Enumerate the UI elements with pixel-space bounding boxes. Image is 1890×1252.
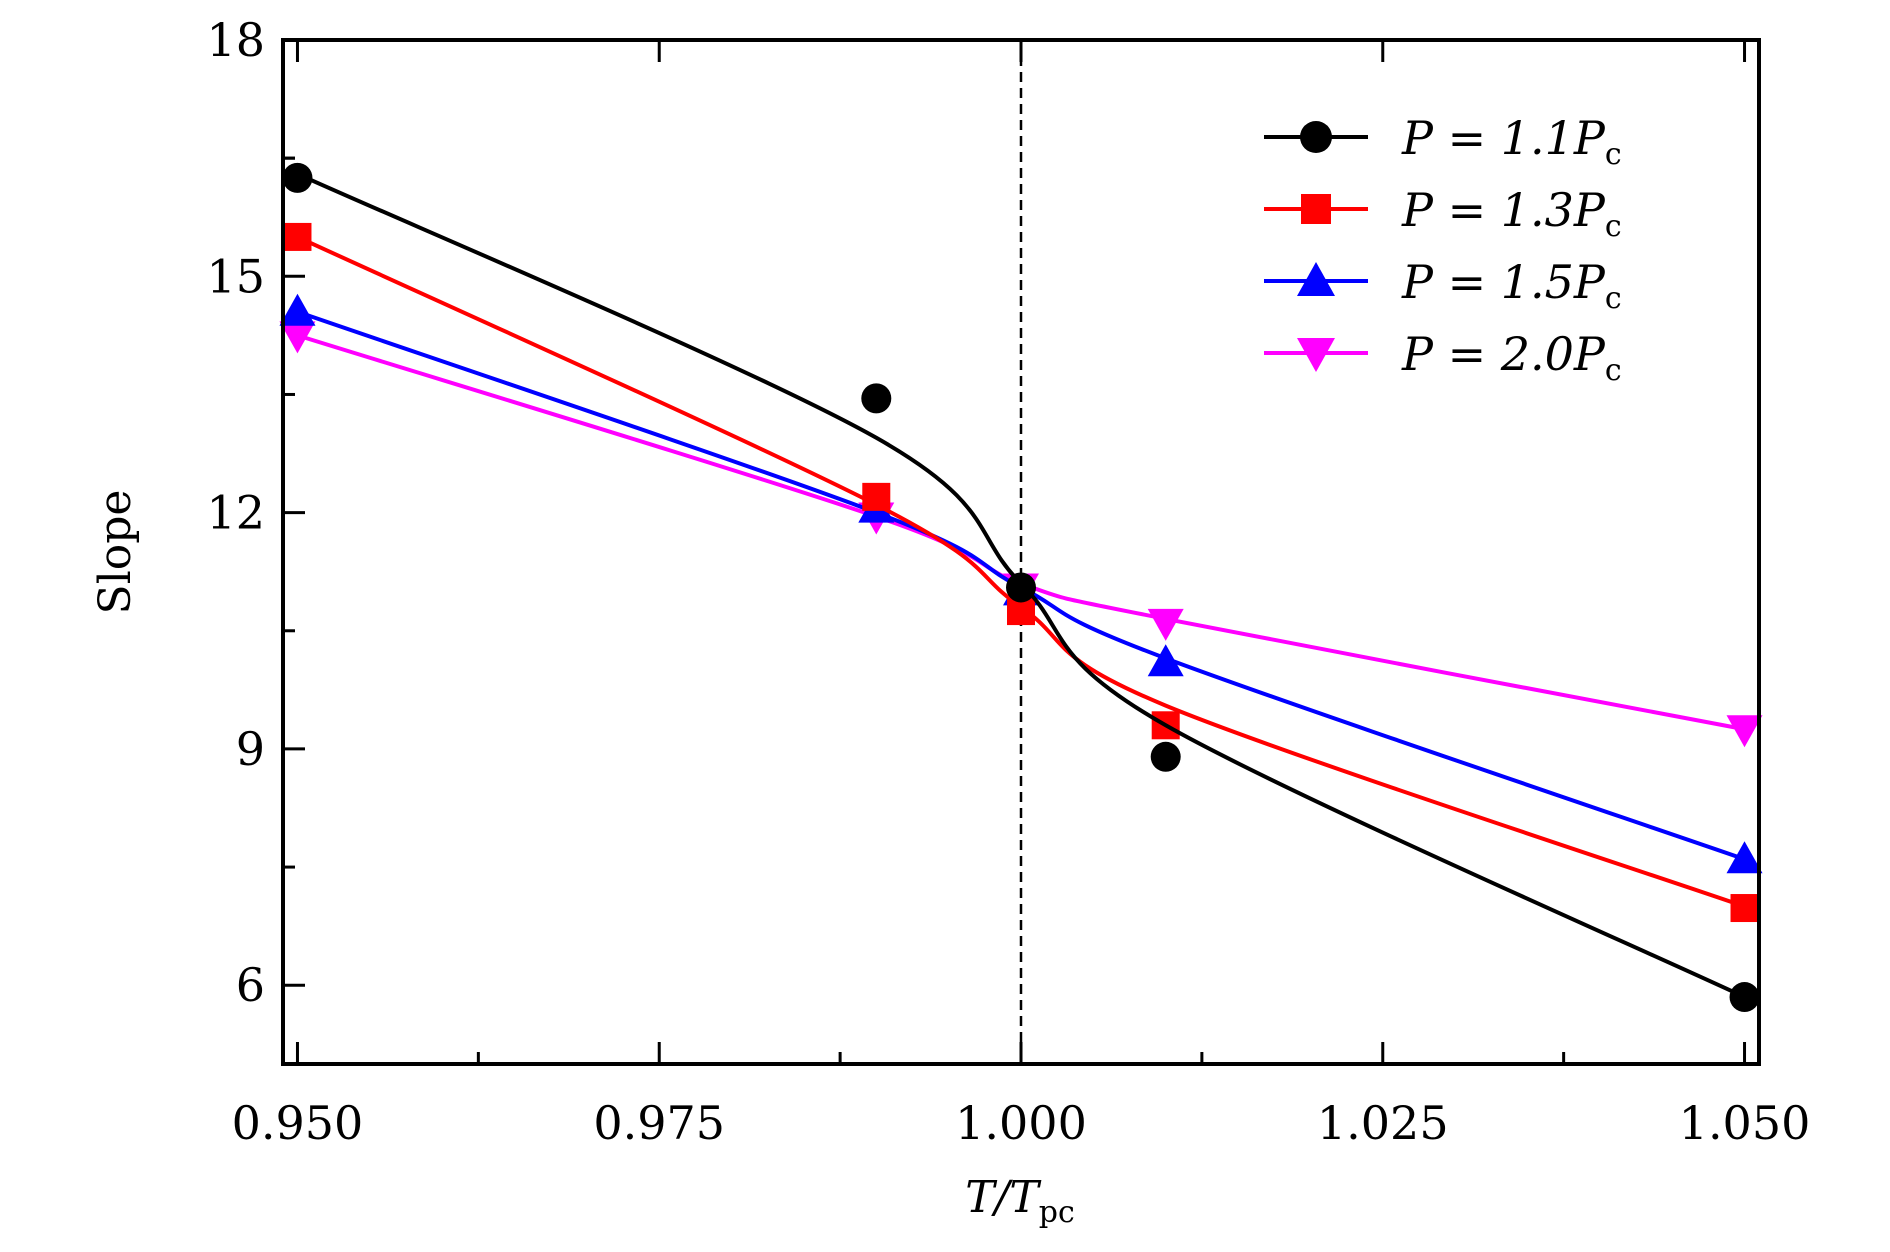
legend-label-sub: c (1605, 137, 1622, 172)
legend-label-main: P = 1.1P (1401, 111, 1606, 165)
x-tick-label: 0.950 (232, 1096, 364, 1150)
marker-circle (1150, 741, 1181, 772)
x-axis-label-sub: pc (1039, 1195, 1075, 1230)
marker-triangle-down (1297, 338, 1335, 372)
legend-label-sub: c (1605, 353, 1622, 388)
legend-label-main: P = 2.0P (1401, 327, 1606, 381)
marker-triangle-down (1726, 715, 1763, 748)
legend-item: P = 1.1Pc (1264, 111, 1622, 172)
y-tick-label: 12 (206, 486, 265, 540)
y-axis-label: Slope (90, 490, 141, 615)
y-tick-label: 15 (206, 249, 265, 303)
legend-label-main: P = 1.3P (1401, 183, 1606, 237)
x-tick-label: 1.025 (1317, 1096, 1449, 1150)
legend-item: P = 1.3Pc (1264, 183, 1622, 244)
marker-square (1301, 194, 1331, 224)
x-tick-label: 1.050 (1679, 1096, 1811, 1150)
plot-frame (281, 38, 1761, 1066)
x-axis-label-main: T/T (965, 1172, 1042, 1223)
y-tick-label: 18 (206, 13, 265, 67)
y-tick-label: 6 (236, 958, 265, 1012)
x-tick-label: 0.975 (593, 1096, 725, 1150)
legend-label: P = 1.3Pc (1401, 183, 1622, 244)
x-tick-label: 1.000 (955, 1096, 1087, 1150)
legend-item: P = 1.5Pc (1264, 255, 1622, 316)
series-square (283, 222, 1759, 923)
legend-label-sub: c (1605, 281, 1622, 316)
x-axis-label: T/Tpc (965, 1172, 1075, 1230)
legend-label-sub: c (1605, 209, 1622, 244)
legend-label: P = 1.5Pc (1401, 255, 1622, 316)
marker-triangle-up (1147, 644, 1184, 677)
marker-circle (1300, 121, 1332, 153)
marker-circle (282, 162, 313, 193)
marker-circle (861, 383, 892, 414)
series-circle (282, 162, 1760, 1013)
axes: 0.950 0.975 1.000 1.025 1.050 6 9 12 15 18 (206, 13, 1810, 1150)
marker-triangle-up (1726, 841, 1763, 874)
marker-circle (1729, 982, 1760, 1013)
marker-square (1730, 894, 1759, 923)
series-layer (279, 162, 1763, 1013)
legend-label-main: P = 1.5P (1401, 255, 1606, 309)
marker-square (283, 222, 312, 251)
marker-triangle-up (279, 293, 316, 326)
legend-label: P = 1.1Pc (1401, 111, 1622, 172)
marker-triangle-up (1297, 262, 1335, 296)
legend-label: P = 2.0Pc (1401, 327, 1622, 388)
marker-circle (1006, 572, 1036, 603)
legend-item: P = 2.0Pc (1264, 327, 1622, 388)
marker-triangle-down (279, 321, 316, 354)
marker-triangle-down (1147, 608, 1184, 641)
marker-square (862, 482, 891, 511)
y-tick-label: 9 (236, 722, 265, 776)
